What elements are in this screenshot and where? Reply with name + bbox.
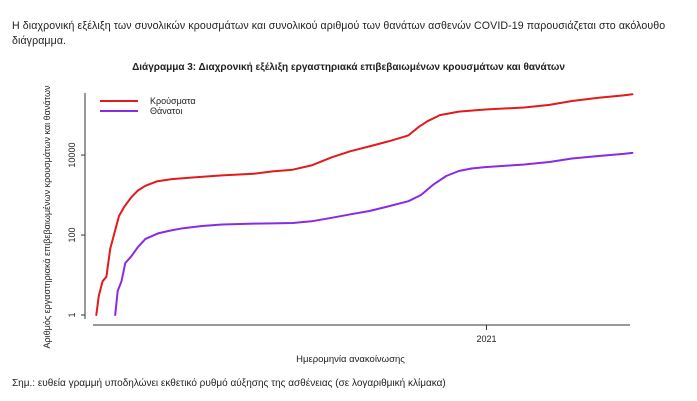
series-group [95, 93, 634, 316]
y-axis-label: Αριθμός εργαστηριακά επιβεβαιωμένων κρου… [42, 85, 52, 348]
chart-footnote: Σημ.: ευθεία γραμμή υποδηλώνει εκθετικό … [12, 378, 446, 389]
legend-label: Θάνατοι [150, 106, 182, 116]
series-line-deaths [114, 151, 634, 316]
x-tick-label: 2021 [476, 334, 496, 344]
chart-title: Διάγραμμα 3: Διαχρονική εξέλιξη εργαστηρ… [132, 62, 565, 73]
legend-label: Κρούσματα [150, 96, 196, 106]
intro-paragraph: Η διαχρονική εξέλιξη των συνολικών κρουσ… [12, 19, 666, 47]
axes-group: 1 100 10000 2021 Ημερομηνία ανακοίνωσης Αριθμ… [42, 85, 630, 365]
y-tick-label: 1 [67, 312, 77, 317]
y-tick-label: 100 [67, 228, 77, 243]
x-axis-label: Ημερομηνία ανακοίνωσης [296, 354, 405, 365]
y-tick-label: 10000 [67, 143, 77, 168]
series-line-cases [95, 93, 634, 316]
